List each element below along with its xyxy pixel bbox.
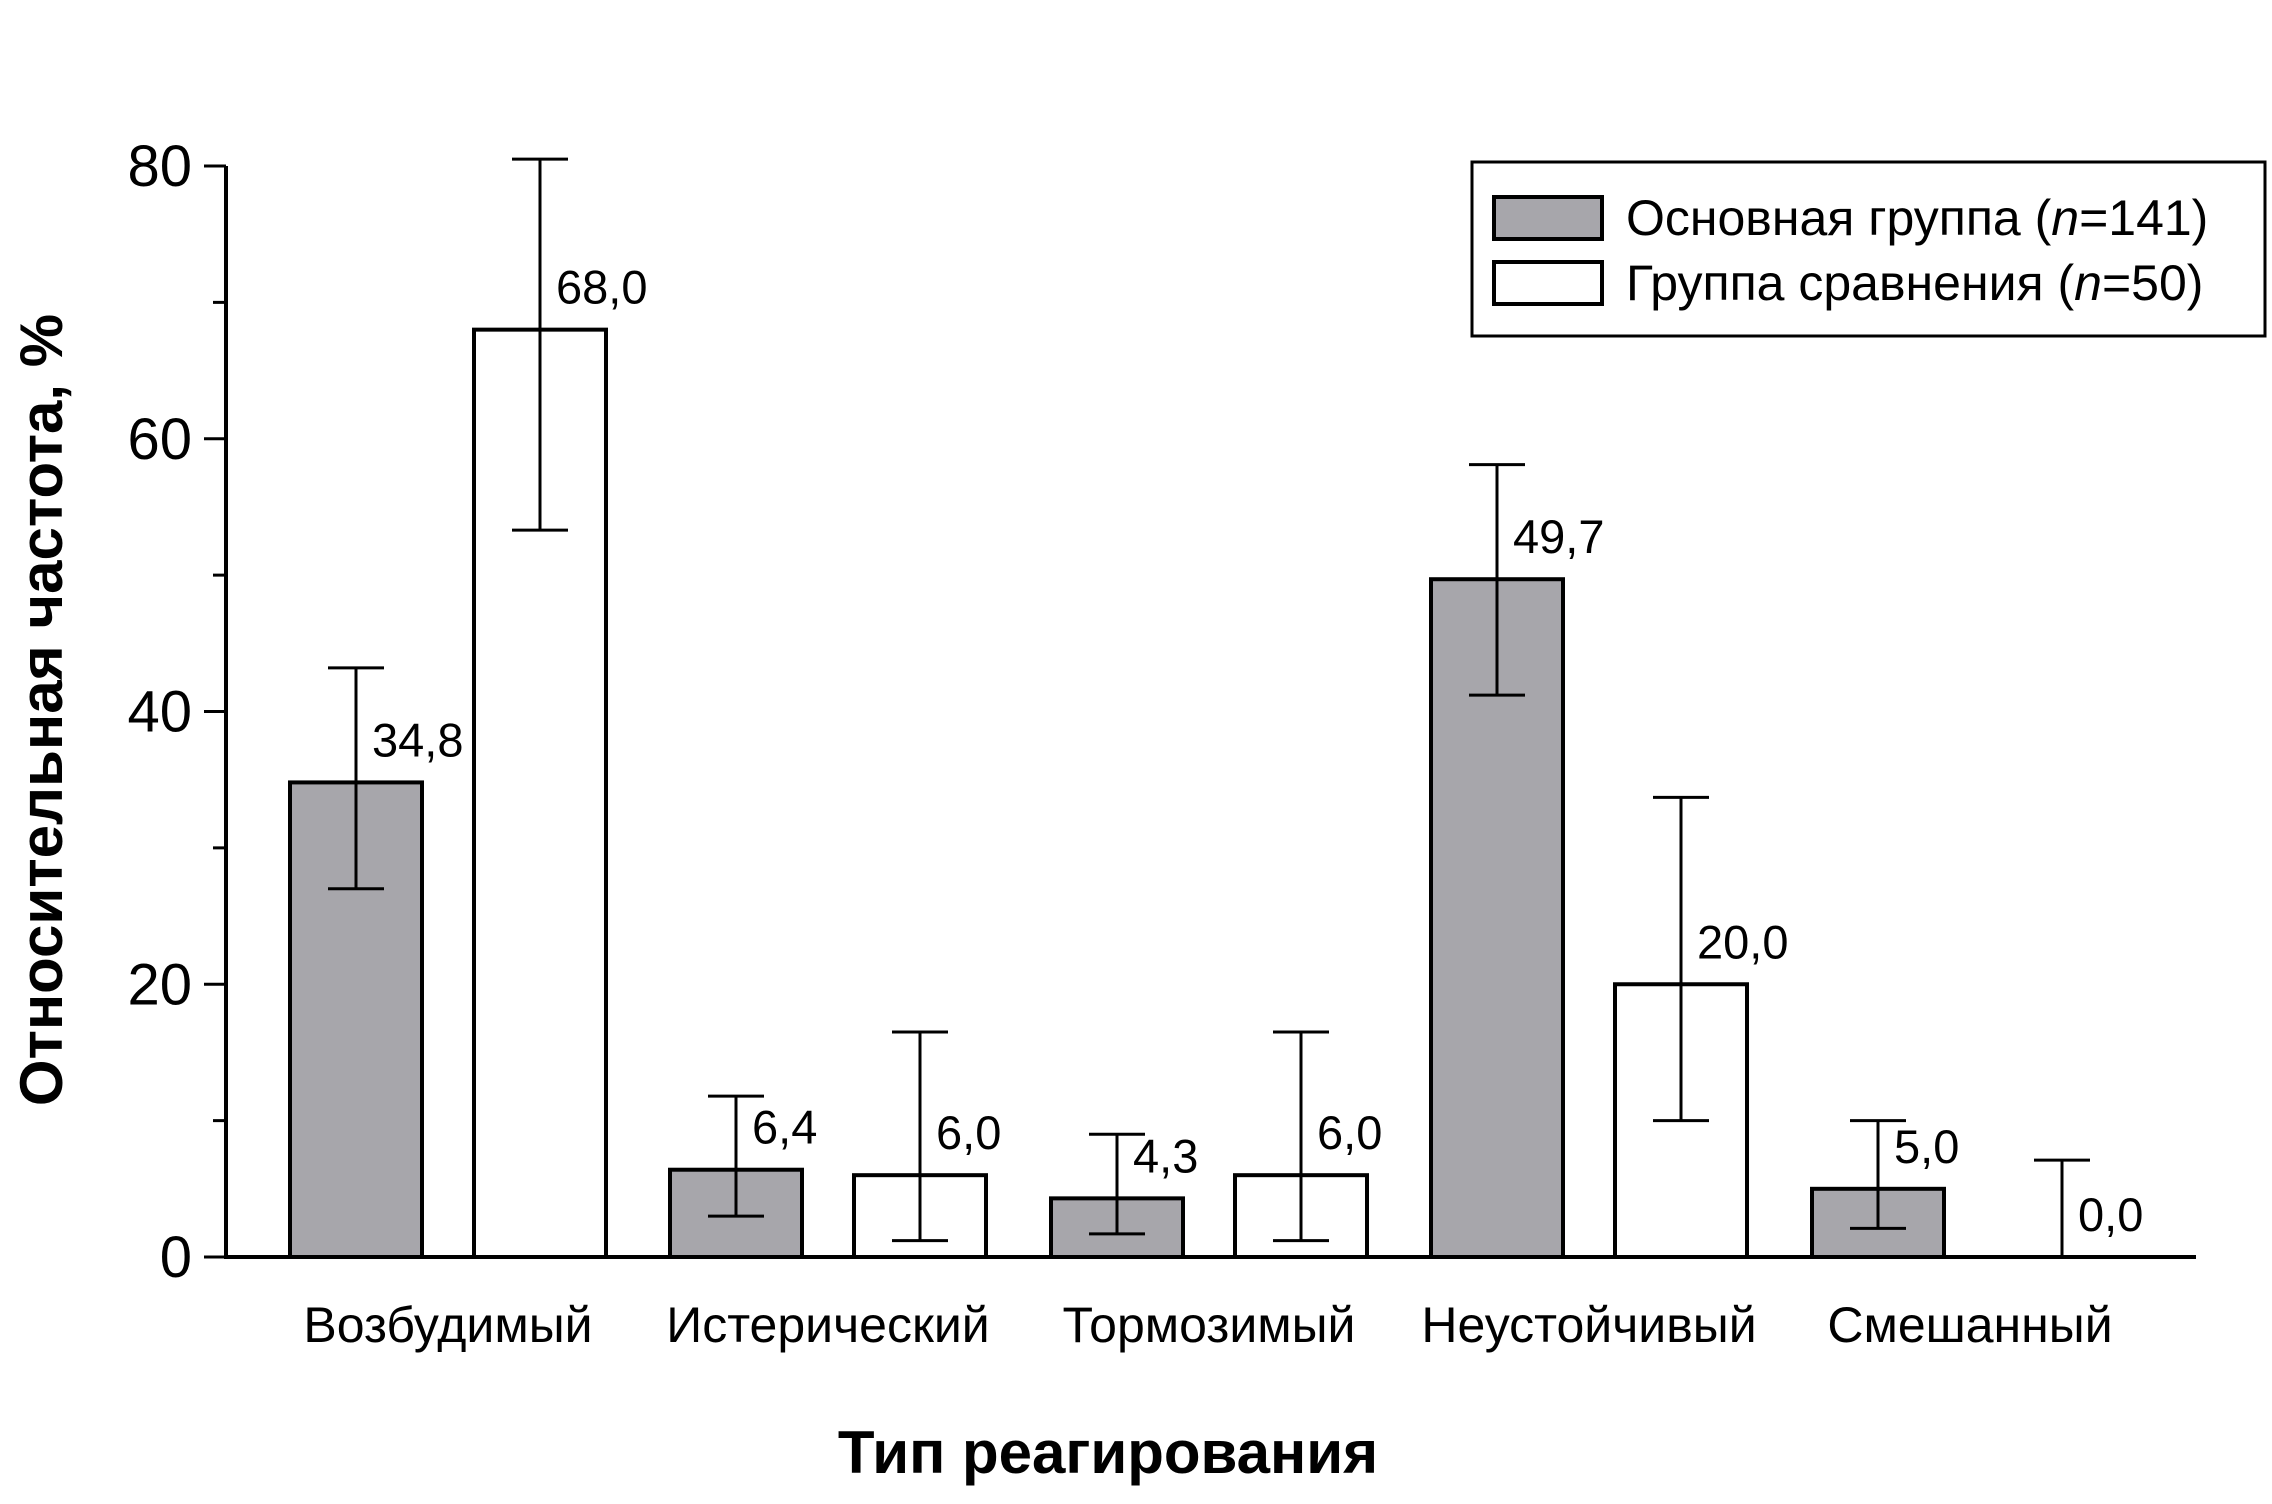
data-label: 6,0 [936,1106,1001,1159]
bar-main-group [1429,577,1565,1259]
category-label: Тормозимый [1063,1297,1356,1353]
legend: Основная группа (n=141) Группа сравнения… [1470,160,2267,338]
legend-label-main-group: Основная группа (n=141) [1626,190,2208,246]
x-axis-title: Тип реагирования [838,1419,1378,1486]
data-label: 34,8 [372,713,463,766]
legend-frame [1470,160,2267,338]
y-axis-title: Относительная частота, % [8,314,75,1106]
error-bars [328,157,2090,1257]
data-label: 4,3 [1133,1129,1198,1182]
y-tick-label: 80 [127,134,192,199]
legend-swatch-main-group [1492,195,1604,241]
data-label: 49,7 [1513,510,1604,563]
data-label: 20,0 [1697,915,1788,968]
data-label: 0,0 [2078,1188,2143,1241]
category-labels: Возбудимый Истерический Тормозимый Неустойч… [303,1297,2112,1353]
data-label: 6,4 [752,1101,817,1154]
legend-label-comparison-group: Группа сравнения (n=50) [1626,255,2203,311]
category-label: Истерический [666,1297,989,1353]
data-label: 68,0 [556,261,647,314]
data-label: 6,0 [1317,1106,1382,1159]
bars [288,327,1946,1260]
data-label: 5,0 [1894,1120,1959,1173]
category-label: Неустойчивый [1421,1297,1756,1353]
category-label: Возбудимый [303,1297,592,1353]
y-tick-label: 40 [127,680,192,745]
y-tick-label: 60 [127,407,192,472]
data-labels: 34,8 68,0 6,4 6,0 4,3 6,0 49,7 20,0 5,0 0,0 [372,261,2143,1241]
y-tick-label: 0 [160,1225,192,1290]
legend-swatch-comparison-group [1492,260,1604,306]
category-label: Смешанный [1827,1297,2112,1353]
y-tick-label: 20 [127,952,192,1017]
